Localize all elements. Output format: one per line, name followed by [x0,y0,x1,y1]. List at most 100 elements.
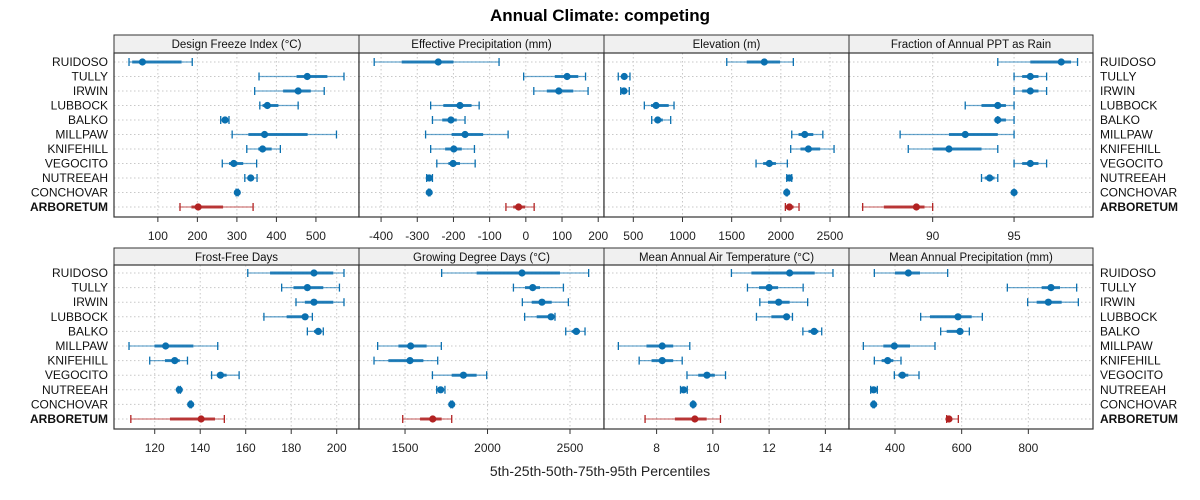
interval-balko [431,116,466,124]
median-point [890,342,898,350]
x-tick-label: 800 [1018,441,1038,455]
interval-balko [940,327,970,336]
median-point [518,269,526,277]
panel-title: Elevation (m) [693,39,761,51]
interval-ruidoso [726,58,794,66]
interval-tully [1013,72,1048,81]
median-point [775,298,783,306]
interval-irwin [533,87,589,95]
median-point [1010,188,1018,197]
interval-vegocito [436,159,476,168]
panel-title: Fraction of Annual PPT as Rain [891,39,1051,51]
median-point [765,159,773,168]
median-point [162,342,170,350]
median-point [1057,58,1065,66]
site-label-left: MILLPAW [55,128,108,142]
median-point [904,269,912,277]
interval-conchovar [783,188,791,197]
median-point [804,145,812,153]
interval-millpaw [617,342,691,350]
median-point [538,298,546,306]
x-tick-label: 90 [926,229,940,243]
site-label-left: LUBBOCK [51,99,108,113]
interval-tully [523,72,587,81]
interval-knifehill [907,145,999,153]
interval-vegocito [686,371,727,380]
panel: Design Freeze Index (°C) 100 200 300 400 500 [113,34,360,243]
site-label-right: TULLY [1100,70,1136,84]
median-point [1026,72,1034,81]
site-label-right: KNIFEHILL [1100,354,1161,368]
interval-knifehill [246,145,282,153]
median-point [555,87,563,95]
interval-arboretum [402,415,453,423]
site-label-right: ARBORETUM [1100,412,1178,426]
interval-balko [651,116,672,124]
interval-tully [281,283,341,292]
interval-arboretum [784,203,800,211]
interval-ruidoso [997,58,1079,66]
interval-millpaw [376,342,442,350]
median-point [301,313,309,321]
site-label-right: VEGOCITO [1100,368,1163,382]
median-point [912,203,920,211]
x-tick-label: 200 [187,229,207,243]
median-point [620,87,628,95]
interval-tully [1006,283,1078,292]
interval-vegocito [1013,159,1048,168]
x-tick-label: -400 [369,229,393,243]
interval-knifehill [149,356,189,365]
median-point [459,371,468,379]
median-point [870,400,878,408]
panel-title: Growing Degree Days (°C) [413,252,550,264]
site-label-left: VEGOCITO [45,368,108,382]
panel: Mean Annual Air Temperature (°C) 8 10 12 14 [603,247,850,455]
x-tick-label: 140 [190,441,210,455]
median-point [703,371,711,379]
interval-irwin [759,298,809,307]
interval-lubbock [430,101,480,110]
x-tick-label: 1500 [718,229,745,243]
interval-conchovar [689,400,697,409]
interval-arboretum [644,415,722,423]
median-point [783,188,791,197]
interval-arboretum [505,203,535,211]
median-point [654,116,662,124]
median-point [760,58,768,66]
panel-title: Design Freeze Index (°C) [172,39,302,51]
interval-conchovar [187,400,195,409]
site-label-left: CONCHOVAR [31,186,108,200]
x-tick-label: 8 [653,441,660,455]
median-point [437,386,445,394]
median-point [407,342,415,350]
x-tick-label: 600 [952,441,972,455]
x-axis-label: 5th-25th-50th-75th-95th Percentiles [490,463,710,479]
x-tick-label: 100 [552,229,572,243]
median-point [529,284,537,292]
site-label-left: KNIFEHILL [47,354,108,368]
interval-nutreeah [679,385,688,394]
site-label-right: NUTREEAH [1100,171,1166,185]
interval-lubbock [259,101,299,110]
interval-arboretum [179,203,254,211]
interval-balko [220,116,230,124]
median-point [1047,284,1055,292]
median-point [221,116,229,124]
interval-nutreeah [436,385,446,394]
interval-nutreeah [785,174,793,182]
interval-ruidoso [441,269,590,277]
x-tick-label: 2500 [557,441,584,455]
x-tick-label: 2000 [474,441,501,455]
interval-millpaw [791,130,824,139]
panel: Fraction of Annual PPT as Rain 90 95 [848,34,1094,243]
median-point [197,415,205,423]
panel: Elevation (m) 500 1000 1500 2000 2500 [603,34,850,243]
median-point [294,87,302,95]
x-tick-label: 100 [148,229,168,243]
site-label-right: IRWIN [1100,295,1135,309]
median-point [449,159,457,168]
interval-conchovar [425,188,433,197]
interval-ruidoso [128,58,193,66]
site-label-right: ARBORETUM [1100,200,1178,214]
